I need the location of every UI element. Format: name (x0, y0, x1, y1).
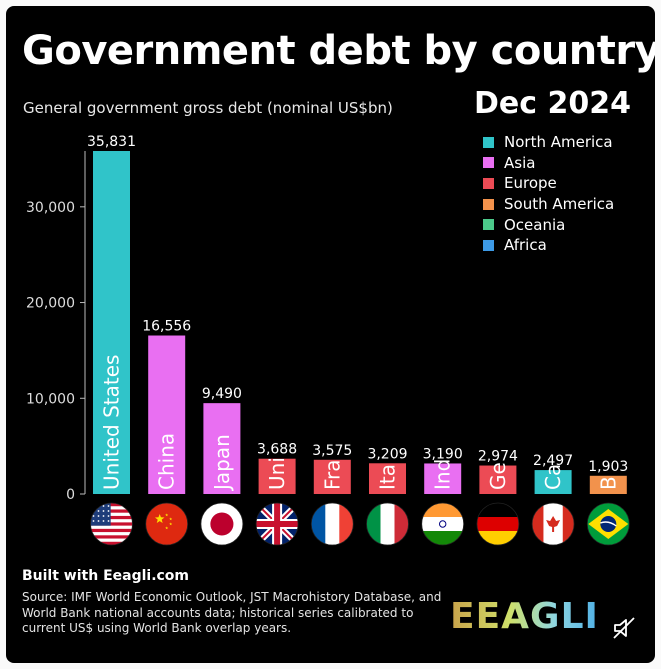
legend-swatch (483, 219, 494, 231)
bar-united-states (93, 151, 130, 494)
y-tick-label: 0 (66, 487, 75, 503)
bar-value-label: 3,190 (423, 446, 463, 462)
bar-value-label: 2,974 (478, 449, 518, 465)
legend-label: Oceania (504, 215, 566, 234)
mute-icon[interactable] (611, 615, 637, 645)
bar-country-label: Ca (541, 464, 565, 490)
bar-country-label: Japan (210, 434, 234, 492)
legend: North America Asia Europe South America … (483, 132, 614, 256)
bar-value-label: 3,209 (367, 446, 407, 462)
uk-flag-icon (255, 502, 299, 546)
bar-country-label: Ind (431, 459, 455, 490)
bar-ita (369, 463, 406, 494)
bar-china (148, 335, 186, 494)
legend-item: Asia (483, 153, 614, 174)
eeagli-logo: EEAGLI (450, 596, 599, 637)
canada-flag-icon (531, 502, 575, 546)
chart-card: Government debt by country General gover… (6, 6, 655, 663)
y-tick-label: 10,000 (26, 391, 75, 407)
chart-date: Dec 2024 (474, 86, 631, 121)
italy-flag-icon (366, 502, 409, 546)
bar-value-label: 9,490 (202, 386, 242, 402)
bar-country-label: United States (100, 355, 124, 490)
bar-country-label: China (155, 433, 179, 490)
brazil-flag-icon (586, 502, 630, 546)
bar-uni (258, 458, 296, 494)
bar-ca (534, 470, 572, 494)
legend-label: Europe (504, 174, 557, 193)
legend-item: South America (483, 194, 614, 215)
legend-label: North America (504, 133, 613, 152)
legend-swatch (483, 136, 494, 148)
legend-label: Africa (504, 236, 547, 255)
us-flag-icon (90, 502, 133, 546)
germany-flag-icon (476, 502, 520, 546)
legend-label: Asia (504, 153, 536, 172)
bar-value-label: 1,903 (588, 459, 628, 475)
bar-country-label: Ita (376, 464, 400, 490)
bar-ge (479, 465, 517, 494)
legend-item: North America (483, 132, 614, 153)
bar-value-label: 35,831 (87, 134, 136, 150)
france-flag-icon (310, 502, 354, 546)
bar-value-label: 3,688 (257, 442, 297, 458)
legend-label: South America (504, 195, 615, 214)
bar-chart: 0 10,000 20,000 30,000 35,831 United States 16… (26, 134, 630, 546)
india-flag-icon (421, 502, 465, 546)
chart-subtitle: General government gross debt (nominal U… (23, 99, 393, 117)
legend-item: Oceania (483, 214, 614, 235)
legend-swatch (483, 198, 494, 210)
built-with-label: Built with Eeagli.com (22, 568, 190, 584)
y-tick-label: 30,000 (26, 200, 75, 216)
legend-item: Africa (483, 235, 614, 256)
bar-ind (424, 463, 462, 494)
bar-country-label: Uni (265, 457, 289, 490)
legend-swatch (483, 177, 494, 189)
source-note: Source: IMF World Economic Outlook, JST … (22, 590, 442, 635)
bar-japan (203, 403, 241, 494)
chart-title: Government debt by country (22, 28, 655, 74)
bar-value-label: 3,575 (312, 443, 352, 459)
bar-value-label: 16,556 (142, 319, 191, 335)
bar-country-label: B (596, 476, 620, 490)
y-tick-label: 20,000 (26, 296, 75, 312)
bar-fra (313, 459, 351, 494)
bar-value-label: 2,497 (533, 453, 573, 469)
china-flag-icon (145, 502, 189, 546)
bar-country-label: Ge (486, 462, 510, 490)
legend-swatch (483, 239, 494, 251)
japan-flag-icon (200, 502, 244, 546)
bar-country-label: Fra (320, 459, 344, 490)
legend-swatch (483, 157, 494, 169)
legend-item: Europe (483, 173, 614, 194)
bar-b (589, 475, 627, 494)
